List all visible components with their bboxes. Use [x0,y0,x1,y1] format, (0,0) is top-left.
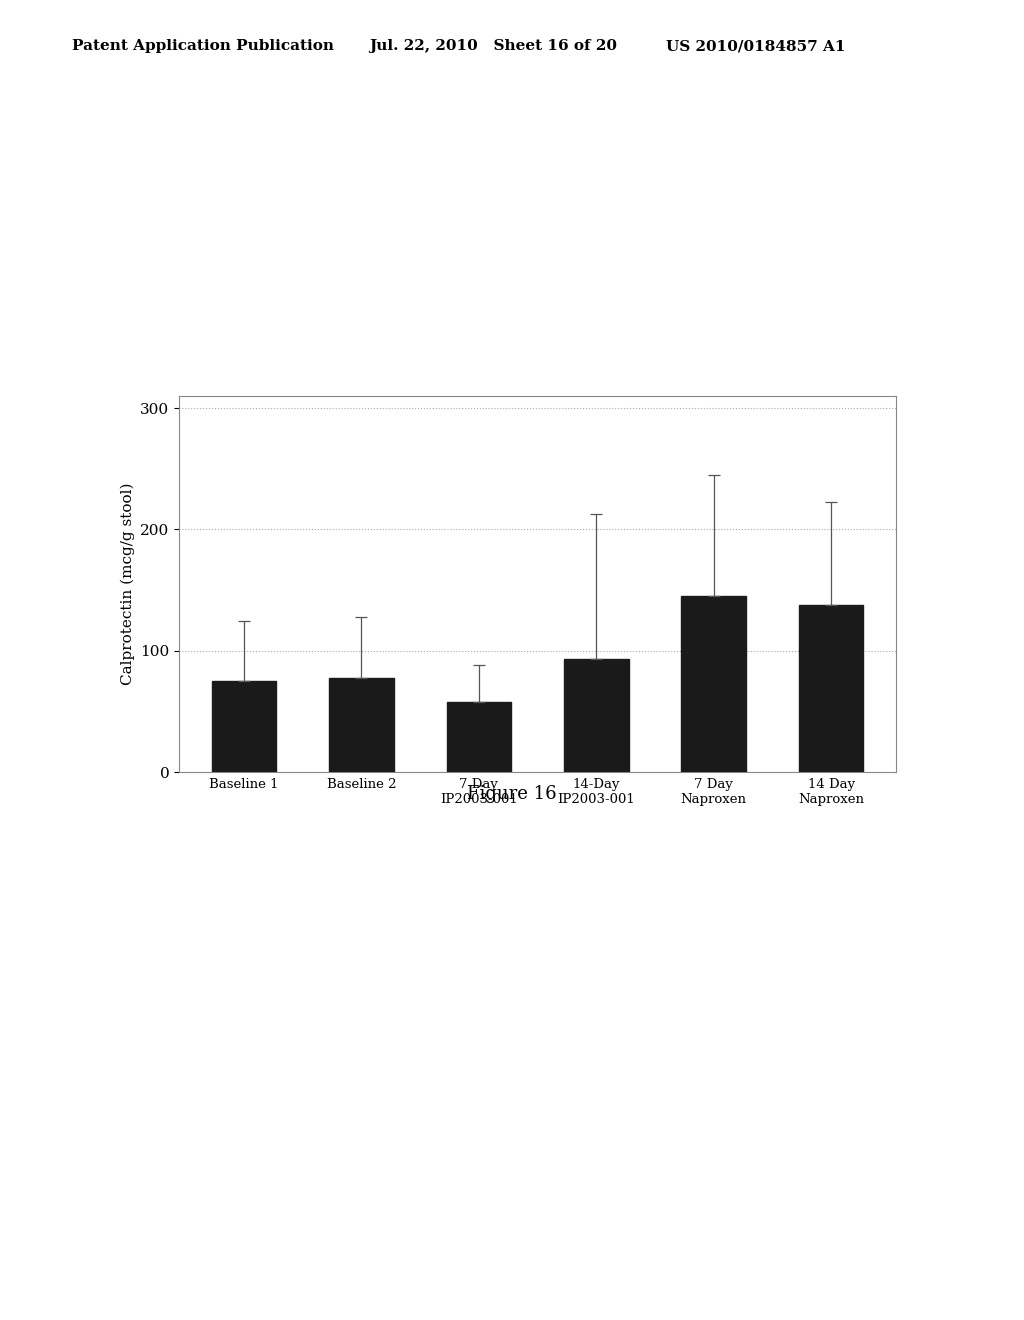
Text: Jul. 22, 2010   Sheet 16 of 20: Jul. 22, 2010 Sheet 16 of 20 [369,40,616,53]
Bar [564,660,629,772]
Bar [446,702,511,772]
Y-axis label: Calprotectin (mcg/g stool): Calprotectin (mcg/g stool) [120,483,135,685]
Text: Patent Application Publication: Patent Application Publication [72,40,334,53]
Bar [329,677,394,772]
Text: US 2010/0184857 A1: US 2010/0184857 A1 [666,40,845,53]
Text: Figure 16: Figure 16 [467,784,557,803]
Bar [212,681,276,772]
Bar [681,597,746,772]
Bar [799,605,863,772]
